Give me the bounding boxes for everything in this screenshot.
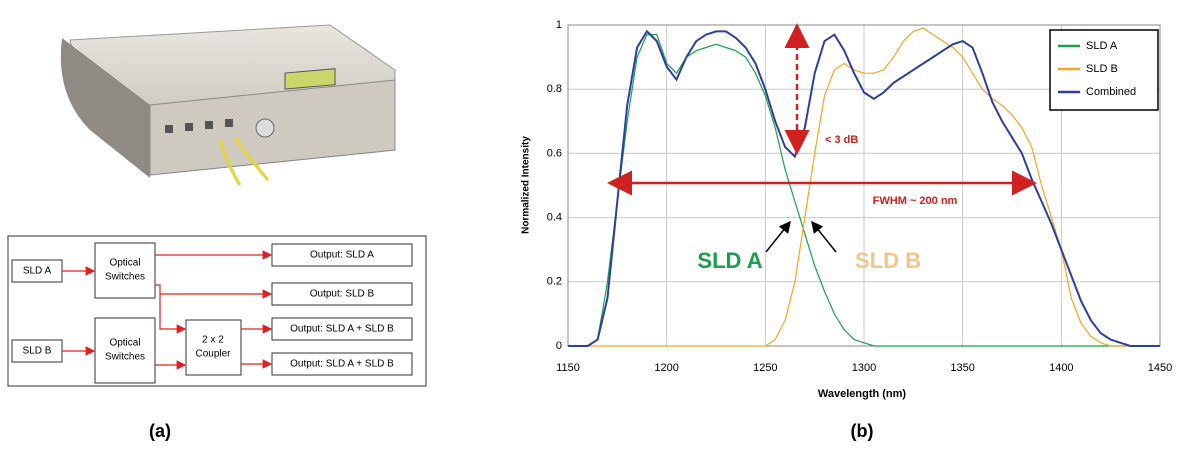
node: Optical Switches	[94, 242, 156, 299]
node-label: Optical	[109, 338, 140, 349]
panel-label: (b)	[851, 421, 874, 441]
annotation-arrow	[765, 220, 791, 253]
device-photo	[60, 24, 396, 186]
node-label: Switches	[105, 352, 145, 363]
node-label: SLD B	[23, 346, 52, 357]
node-label: Output: SLD A + SLD B	[290, 359, 394, 370]
annotation: FWHM ~ 200 nm	[873, 195, 958, 207]
node: SLD B	[11, 339, 63, 363]
y-axis-label: Normalized Intensity	[521, 136, 532, 234]
plot-border	[567, 24, 1161, 347]
annotation: SLD B	[855, 248, 921, 273]
node: Optical Switches	[94, 317, 156, 384]
y-tick-label: 0.4	[547, 212, 562, 224]
series-line	[568, 34, 1160, 347]
y-tick-label: 0.6	[547, 147, 562, 159]
node-label: Switches	[105, 272, 145, 283]
annotation: < 3 dB	[825, 134, 858, 146]
node: Output: SLD A + SLD B	[271, 317, 413, 341]
node-label: 2 x 2	[202, 335, 224, 346]
y-tick-label: 1	[556, 19, 562, 31]
x-tick-label: 1150	[556, 362, 580, 374]
node-label: Output: SLD A + SLD B	[290, 324, 394, 335]
node-label: SLD A	[23, 266, 52, 277]
x-tick-label: 1250	[753, 362, 777, 374]
legend-label: SLD B	[1086, 63, 1118, 75]
node-label: Output: SLD B	[310, 289, 375, 300]
y-tick-label: 0.2	[547, 276, 562, 288]
legend-label: Combined	[1086, 86, 1136, 98]
node-label: Optical	[109, 258, 140, 269]
x-tick-label: 1350	[950, 362, 974, 374]
node: Output: SLD A	[271, 243, 413, 267]
x-tick-label: 1200	[654, 362, 678, 374]
series-line	[568, 29, 1160, 347]
annotation-arrow	[811, 220, 837, 253]
x-tick-label: 1300	[852, 362, 876, 374]
annotation: SLD A	[697, 248, 762, 273]
node: SLD A	[11, 259, 63, 283]
x-tick-label: 1450	[1148, 362, 1172, 374]
panel-label: (a)	[149, 421, 171, 441]
legend-label: SLD A	[1086, 40, 1118, 52]
y-tick-label: 0.8	[547, 83, 562, 95]
y-tick-label: 0	[556, 340, 562, 352]
node: Output: SLD A + SLD B	[271, 352, 413, 376]
arrows	[62, 250, 273, 370]
node-label: Output: SLD A	[310, 250, 374, 261]
node-label: Coupler	[195, 349, 231, 360]
x-axis-label: Wavelength (nm)	[818, 388, 907, 400]
block-diagram: SLD A SLD B Optical Switches Optical Switc…	[7, 235, 427, 387]
node: 2 x 2 Coupler	[185, 319, 242, 376]
x-tick-label: 1400	[1049, 362, 1073, 374]
node: Output: SLD B	[271, 282, 413, 306]
